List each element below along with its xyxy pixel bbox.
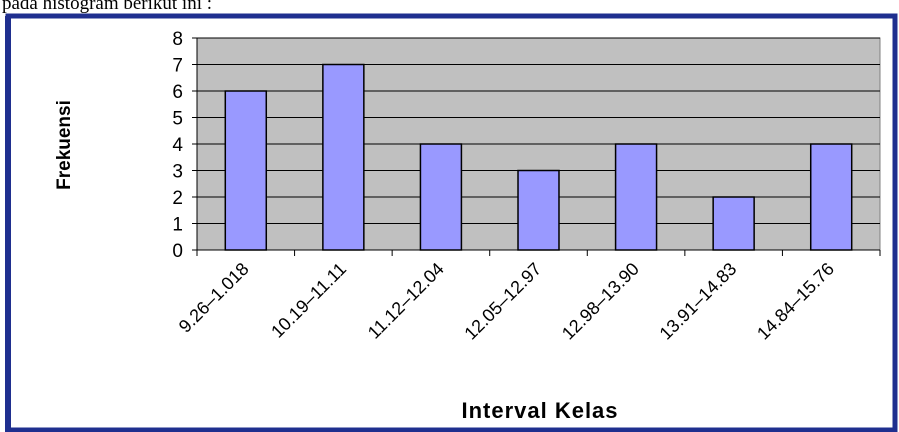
y-tick-label: 6: [172, 82, 183, 103]
y-tick-label: 8: [172, 29, 183, 50]
bar: [322, 63, 365, 251]
y-tick-label: 5: [172, 109, 183, 130]
y-tick-label: 3: [172, 162, 183, 183]
y-tick-label: 1: [172, 215, 183, 236]
caption: pada histogram berikut ini :: [2, 0, 212, 14]
y-tick-label: 4: [172, 135, 183, 156]
bar: [614, 143, 658, 251]
bar: [809, 143, 853, 251]
y-tick-label: 0: [172, 241, 183, 262]
bar: [224, 90, 268, 251]
bar: [419, 143, 463, 251]
frame-edge: [5, 16, 11, 432]
bar: [517, 169, 560, 251]
x-axis-label: Interval Kelas: [461, 398, 618, 423]
y-axis-label: Frekuensi: [54, 100, 75, 190]
y-tick-label: 7: [172, 56, 183, 77]
bar: [712, 196, 755, 251]
y-tick-label: 2: [172, 188, 183, 209]
